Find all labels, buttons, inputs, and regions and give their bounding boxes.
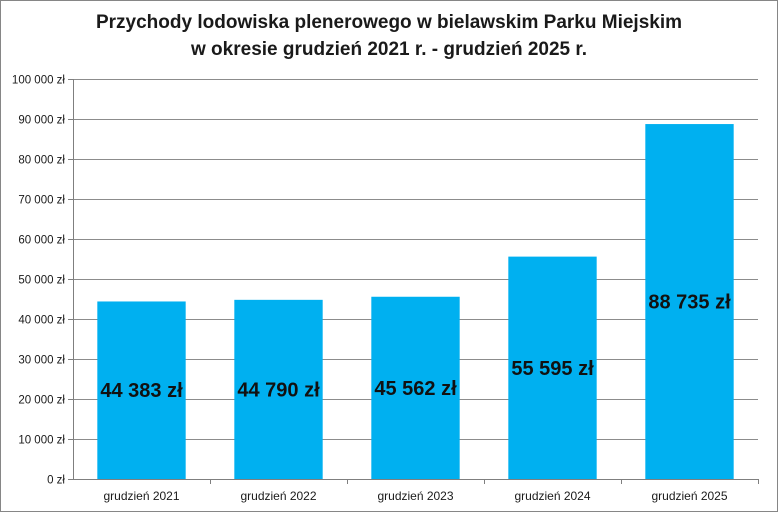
y-tick-label: 100 000 zł — [12, 75, 66, 87]
bar — [97, 301, 186, 479]
x-category-label: grudzień 2023 — [377, 489, 453, 503]
y-tick-label: 40 000 zł — [18, 315, 65, 327]
y-tick-label: 10 000 zł — [18, 435, 65, 447]
bar — [508, 256, 597, 479]
bar-data-label: 45 562 zł — [374, 378, 457, 400]
x-category-label: grudzień 2024 — [514, 489, 590, 503]
chart-title: Przychody lodowiska plenerowego w bielaw… — [1, 9, 777, 63]
y-tick-label: 50 000 zł — [18, 275, 65, 287]
x-category-label: grudzień 2025 — [651, 489, 727, 503]
bar — [234, 299, 323, 479]
y-tick-label: 30 000 zł — [18, 355, 65, 367]
bar-data-label: 44 790 zł — [237, 379, 320, 401]
y-tick-label: 20 000 zł — [18, 395, 65, 407]
y-tick-label: 60 000 zł — [18, 235, 65, 247]
y-tick-label: 80 000 zł — [18, 155, 65, 167]
bar — [371, 296, 460, 479]
bar — [645, 124, 734, 479]
chart-title-line-1: Przychody lodowiska plenerowego w bielaw… — [95, 12, 683, 33]
chart-title-line-2: w okresie grudzień 2021 r. - grudzień 20… — [191, 39, 587, 60]
x-category-label: grudzień 2021 — [103, 489, 179, 503]
y-tick-label: 90 000 zł — [18, 115, 65, 127]
bar-data-label: 44 383 zł — [100, 380, 183, 402]
x-category-label: grudzień 2022 — [240, 489, 316, 503]
y-tick-label: 0 zł — [47, 475, 65, 487]
y-tick-label: 70 000 zł — [18, 195, 65, 207]
bar-data-label: 88 735 zł — [648, 292, 731, 314]
bar-data-label: 55 595 zł — [511, 358, 594, 380]
